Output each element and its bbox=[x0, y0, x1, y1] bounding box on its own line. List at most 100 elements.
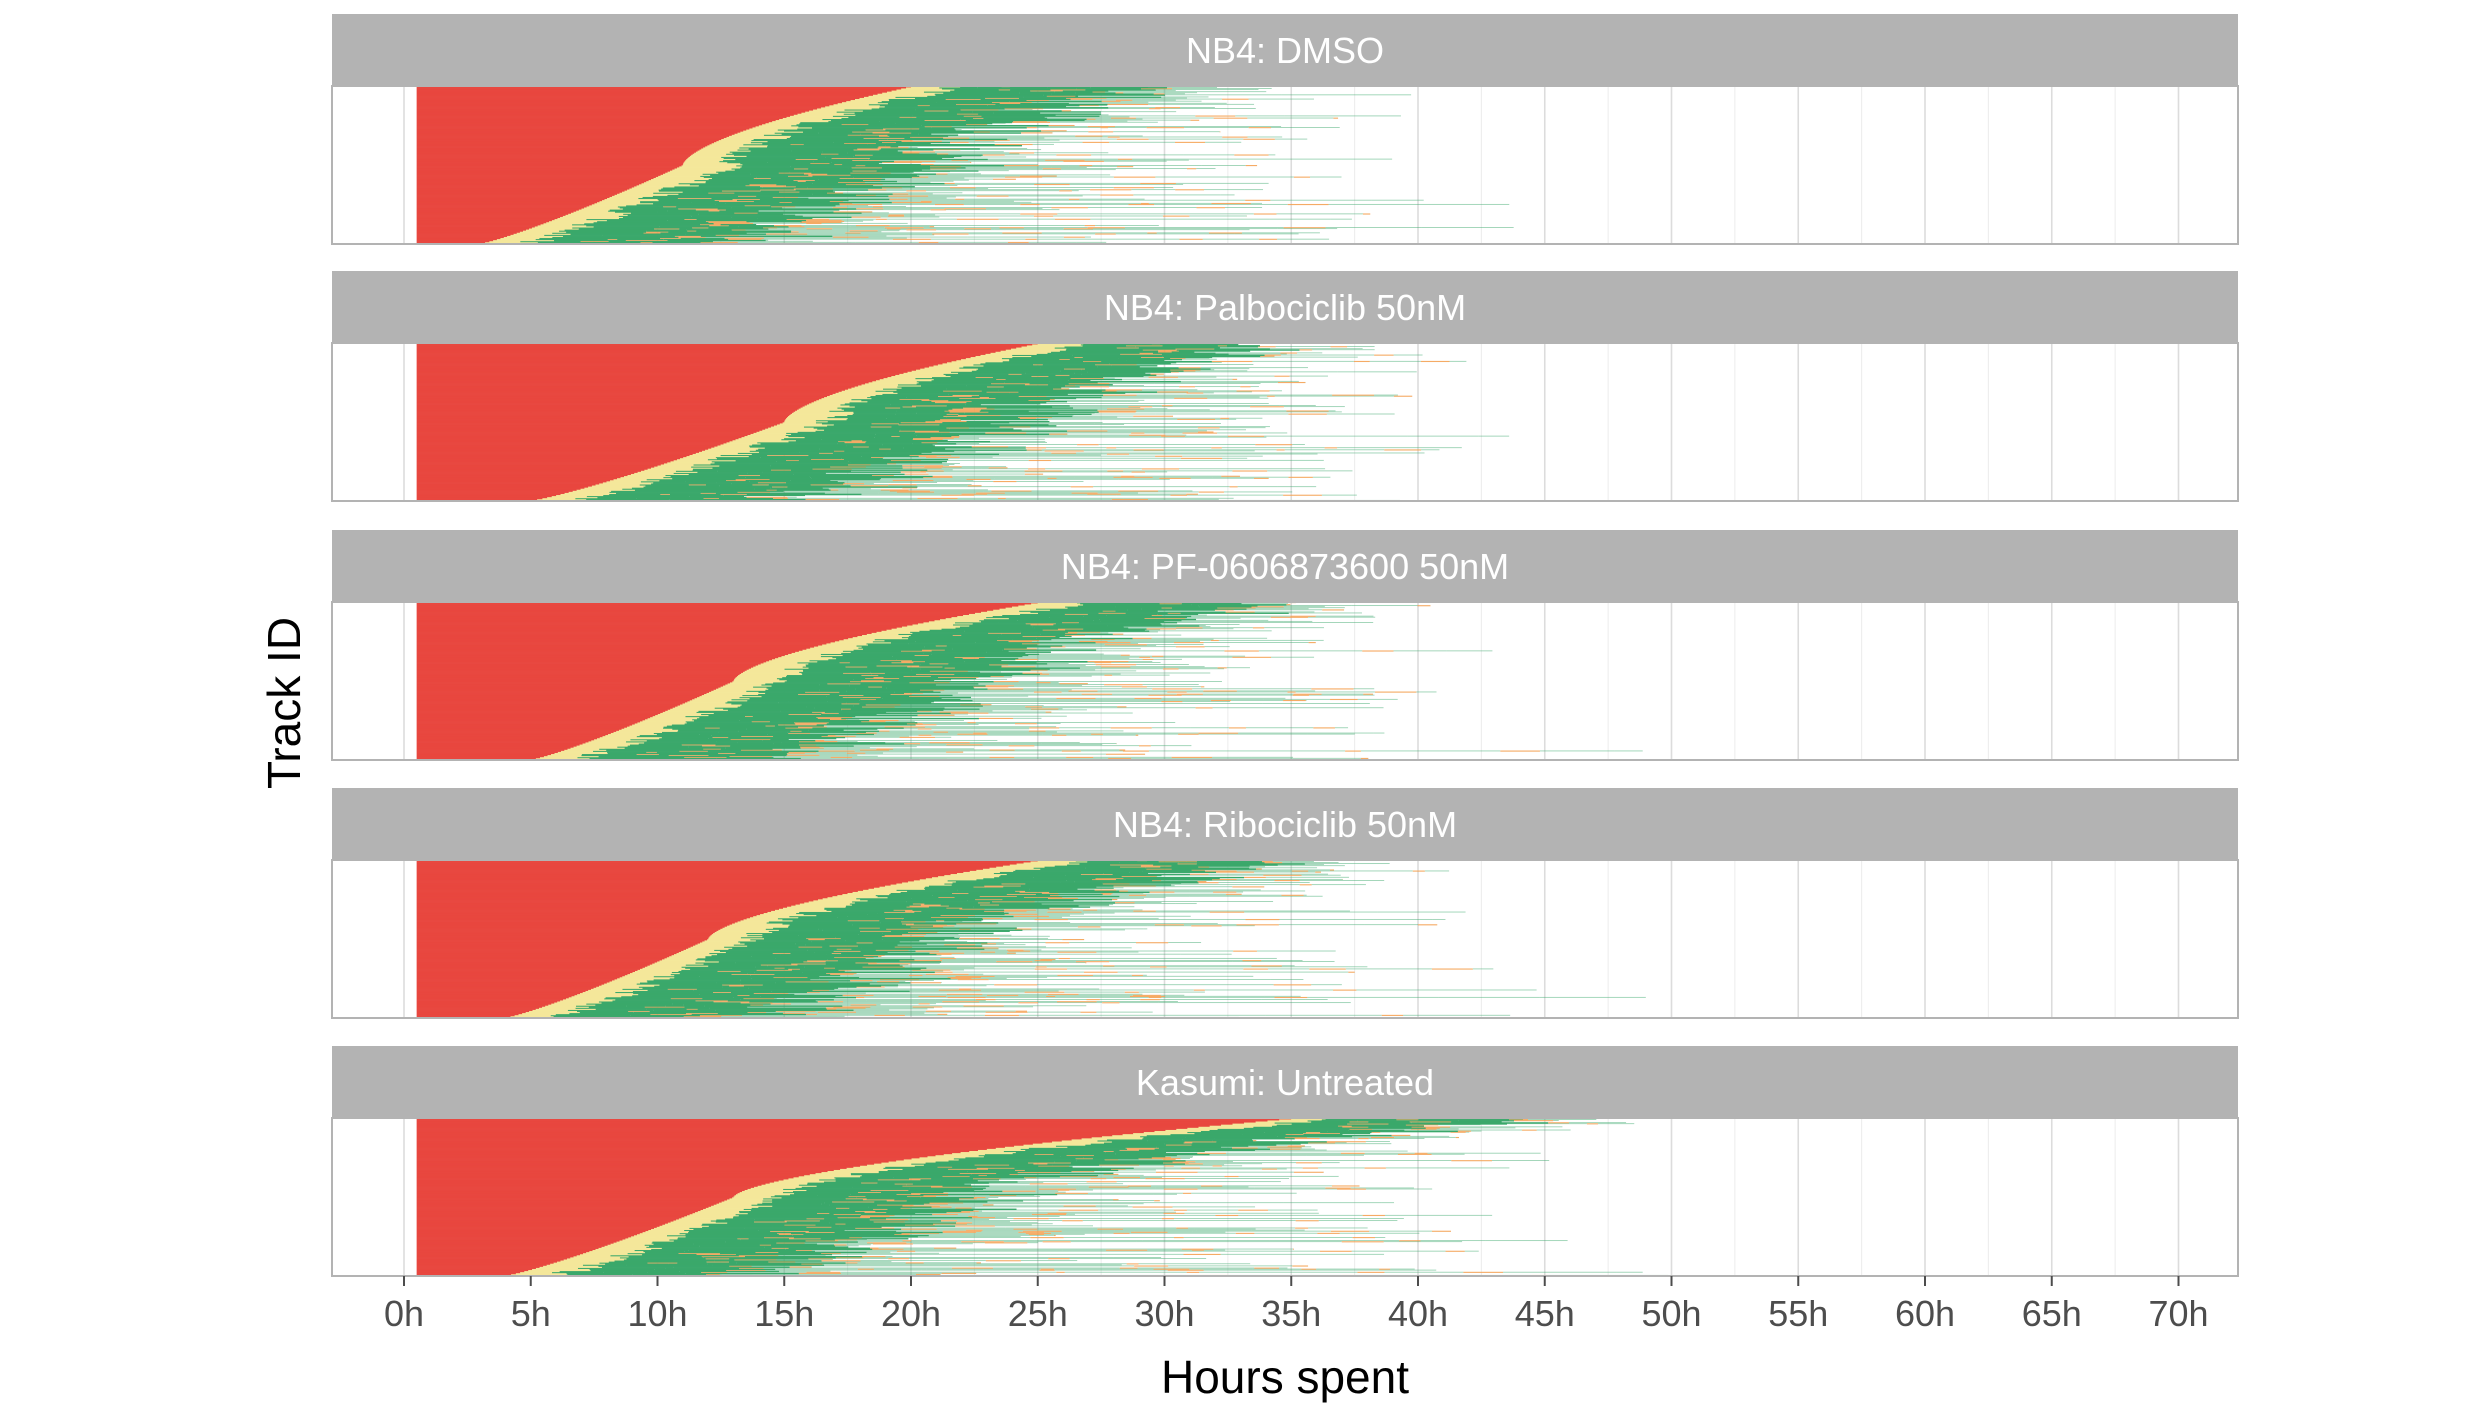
track-segment-yellow bbox=[790, 115, 833, 117]
track-segment-red bbox=[416, 606, 1013, 608]
track-segment-orange bbox=[929, 670, 968, 672]
track-segment-green bbox=[812, 127, 932, 129]
track-segment-yellow bbox=[805, 111, 837, 113]
track-segment-green bbox=[685, 1272, 799, 1275]
track-segment-green bbox=[646, 1008, 687, 1010]
track-segment-orange bbox=[763, 227, 778, 229]
track-segment-orange bbox=[1034, 918, 1068, 921]
track-segment-green bbox=[989, 902, 1116, 904]
track-segment-yellow bbox=[1000, 350, 1060, 352]
track-segment-yellow bbox=[644, 469, 693, 471]
track-segment-green bbox=[884, 954, 942, 956]
track-segment-green bbox=[1141, 98, 1223, 100]
track-segment-green bbox=[997, 684, 1105, 686]
track-segment-orange bbox=[817, 717, 842, 719]
track-segment-red bbox=[416, 137, 724, 140]
track-segment-green bbox=[1183, 924, 1237, 926]
track-segment-yellow bbox=[572, 490, 612, 492]
track-segment-orange bbox=[806, 219, 842, 221]
track-segment-green bbox=[1052, 406, 1129, 408]
track-segment-orange bbox=[856, 986, 885, 988]
track-segment-green bbox=[1047, 352, 1140, 354]
track-segment-green bbox=[1112, 901, 1193, 902]
track-segment-red bbox=[416, 748, 568, 750]
track-segment-green bbox=[919, 630, 965, 632]
track-segment-red bbox=[416, 711, 663, 713]
track-segment-orange bbox=[925, 456, 960, 458]
track-segment-orange bbox=[1041, 892, 1059, 894]
track-segment-green bbox=[1312, 349, 1375, 351]
track-segment-green bbox=[832, 235, 887, 237]
track-segment-green bbox=[924, 903, 1042, 905]
track-segment-green bbox=[762, 187, 808, 189]
track-segment-green bbox=[970, 928, 1015, 930]
track-segment-green bbox=[893, 748, 975, 750]
track-segment-yellow bbox=[577, 993, 639, 996]
track-segment-green bbox=[627, 214, 691, 216]
track-segment-orange bbox=[1128, 434, 1166, 436]
track-segment-green bbox=[1136, 394, 1210, 396]
track-segment-green bbox=[727, 701, 789, 703]
track-segment-green bbox=[1127, 890, 1190, 892]
track-segment-green bbox=[1177, 622, 1265, 623]
track-segment-red bbox=[416, 159, 686, 162]
track-segment-green bbox=[581, 754, 669, 757]
track-segment-green bbox=[900, 704, 961, 706]
track-segment-green bbox=[567, 1273, 633, 1276]
track-segment-green bbox=[552, 236, 679, 239]
track-segment-orange bbox=[830, 489, 839, 491]
track-segment-yellow bbox=[695, 151, 730, 153]
track-segment-orange bbox=[731, 973, 775, 975]
track-segment-green bbox=[707, 750, 819, 752]
track-segment-green bbox=[1074, 476, 1114, 478]
track-segment-green bbox=[1153, 658, 1182, 660]
track-segment-green bbox=[688, 746, 801, 748]
track-segment-green bbox=[1171, 865, 1250, 867]
track-segment-orange bbox=[1057, 628, 1084, 630]
track-segment-green bbox=[833, 424, 899, 426]
track-segment-green bbox=[677, 1262, 737, 1264]
track-segment-red bbox=[416, 871, 964, 873]
track-segment-red bbox=[416, 715, 653, 718]
track-segment-yellow bbox=[852, 636, 902, 639]
track-segment-orange bbox=[978, 717, 1014, 719]
track-segment-green bbox=[632, 990, 772, 993]
track-segment-green bbox=[862, 439, 948, 442]
track-segment-green bbox=[678, 193, 813, 195]
track-segment-green bbox=[1115, 126, 1189, 127]
track-segment-green bbox=[977, 87, 1048, 89]
track-segment-orange bbox=[924, 466, 962, 468]
track-segment-orange bbox=[1152, 880, 1162, 882]
track-segment-green bbox=[882, 183, 933, 185]
track-segment-green bbox=[1178, 862, 1265, 864]
track-segment-green bbox=[672, 1003, 771, 1005]
track-segment-orange bbox=[1216, 871, 1255, 873]
track-segment-green bbox=[1067, 607, 1162, 609]
track-segment-red bbox=[416, 672, 742, 674]
track-segment-green bbox=[1281, 94, 1391, 96]
track-segment-green bbox=[1065, 646, 1176, 648]
track-segment-green bbox=[886, 218, 957, 220]
track-segment-green bbox=[1145, 867, 1250, 869]
track-segment-green bbox=[894, 691, 941, 693]
track-segment-red bbox=[416, 988, 591, 990]
track-segment-green bbox=[822, 1263, 904, 1265]
track-segment-green bbox=[1249, 910, 1350, 912]
track-segment-green bbox=[751, 1265, 826, 1267]
track-segment-green bbox=[1039, 653, 1104, 655]
track-segment-green bbox=[925, 921, 963, 922]
track-segment-green bbox=[629, 744, 682, 746]
track-segment-red bbox=[416, 754, 548, 757]
track-segment-green bbox=[901, 915, 1014, 918]
track-segment-green bbox=[1180, 380, 1281, 382]
track-segment-green bbox=[1009, 422, 1067, 423]
track-segment-red bbox=[416, 346, 1022, 348]
track-segment-yellow bbox=[535, 757, 590, 760]
track-segment-yellow bbox=[686, 158, 736, 161]
track-segment-red bbox=[416, 240, 490, 243]
track-segment-green bbox=[707, 1263, 802, 1265]
track-segment-orange bbox=[1146, 628, 1177, 630]
track-segment-green bbox=[1136, 664, 1189, 665]
track-segment-orange bbox=[884, 934, 903, 936]
track-segment-yellow bbox=[732, 681, 785, 683]
